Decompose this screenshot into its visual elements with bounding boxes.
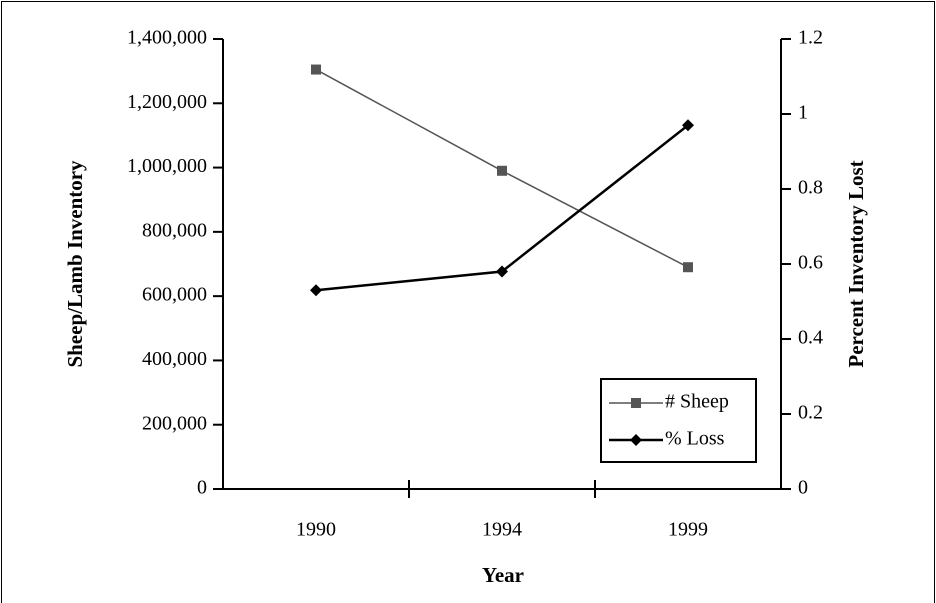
x-axis-title: Year [482,563,524,587]
marker [682,119,694,132]
y-tick-label: 200,000 [142,412,207,434]
y-tick-label: 1,200,000 [127,91,207,113]
y2-tick-label: 1 [798,102,808,124]
marker [683,262,693,273]
marker [311,64,321,75]
y-tick-label: 1,400,000 [127,27,207,49]
y2-tick-label: 1.2 [798,27,823,49]
marker [497,165,507,176]
y2-tick-label: 0.4 [798,327,823,349]
marker [630,434,642,446]
y-tick-label: 800,000 [142,219,207,241]
y-tick-label: 600,000 [142,284,207,306]
y2-tick-label: 0.6 [798,252,823,274]
y-tick-label: 0 [197,477,207,499]
x-tick-label: 1990 [296,519,336,541]
marker [310,284,322,297]
x-tick-label: 1999 [668,519,708,541]
y-axis-title: Sheep/Lamb Inventory [63,160,87,368]
legend-label: % Loss [665,428,725,450]
y2-tick-label: 0 [798,477,808,499]
y-tick-label: 400,000 [142,348,207,370]
legend-label: # Sheep [665,391,729,413]
legend-box [600,378,757,463]
y2-axis-title: Percent Inventory Lost [844,160,868,367]
marker [631,398,641,408]
marker [496,265,508,278]
y-tick-label: 1,000,000 [127,155,207,177]
y2-tick-label: 0.8 [798,177,823,199]
y2-tick-label: 0.2 [798,402,823,424]
x-tick-label: 1994 [482,519,522,541]
